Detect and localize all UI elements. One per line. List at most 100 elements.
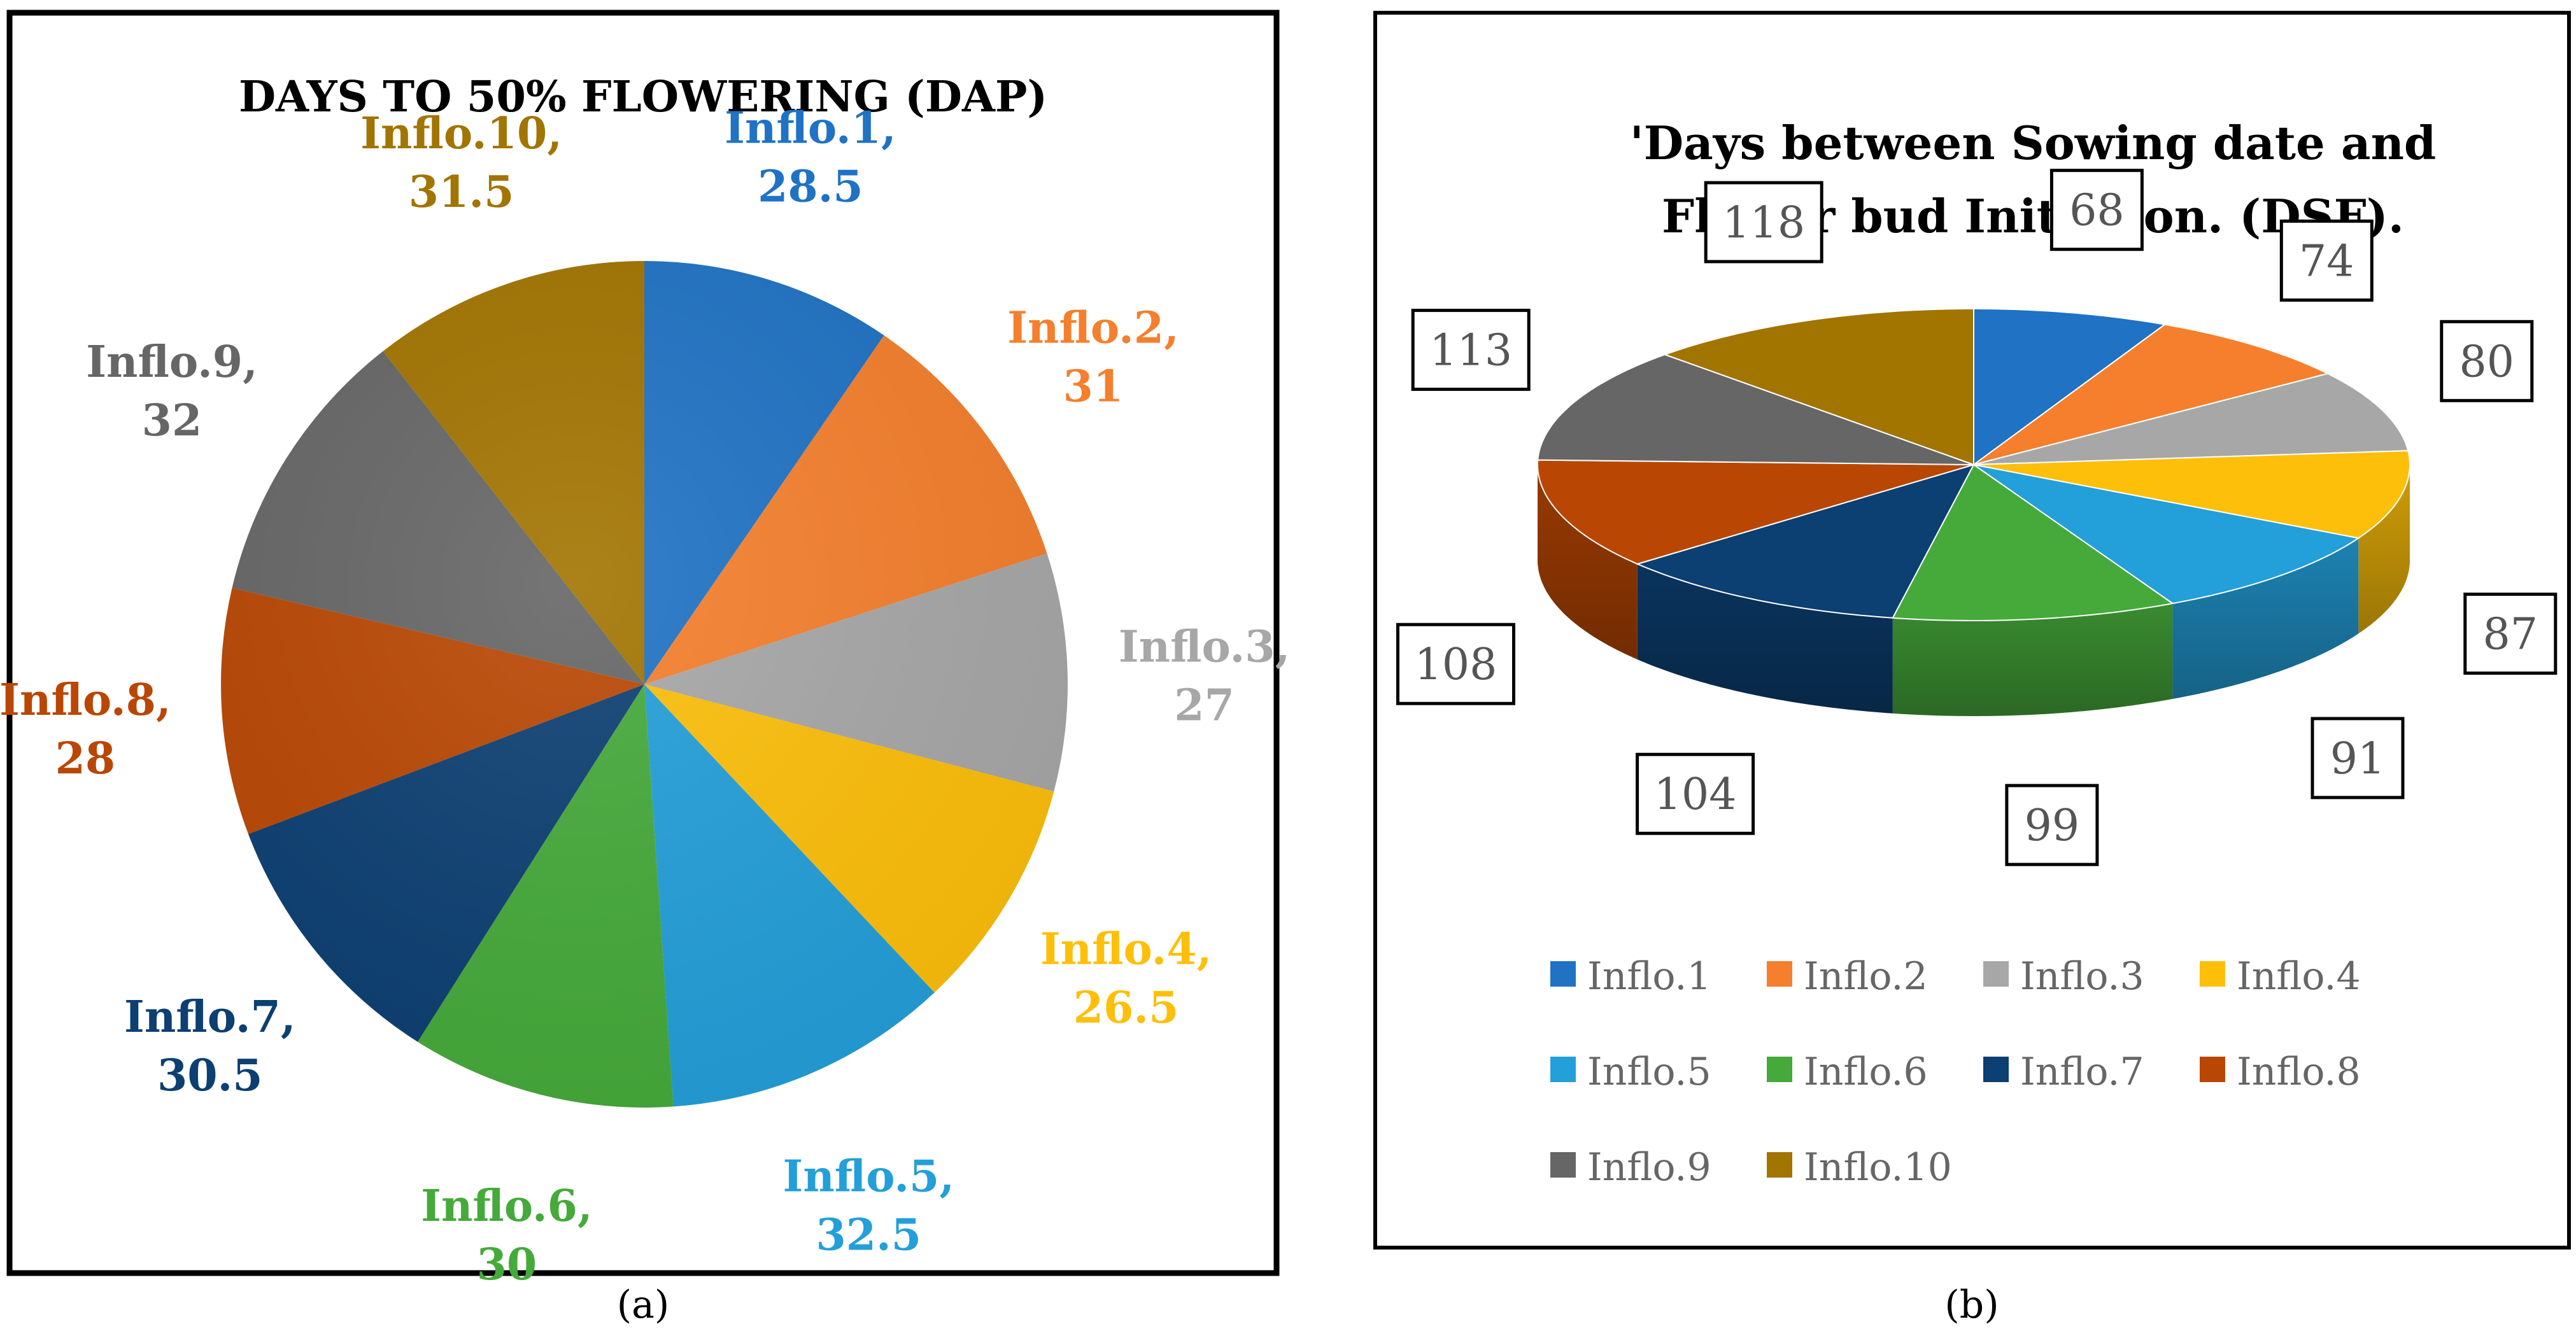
pie-a-value-2: 31: [1063, 361, 1124, 412]
pie-b-3d: [1537, 308, 2410, 716]
pie-a-label-3: Inflo.3,: [1119, 621, 1291, 672]
pie-b-value-4: 87: [2483, 610, 2538, 660]
pie-b-value-1: 68: [2069, 186, 2125, 236]
pie-b-slice-10: [1662, 308, 1974, 466]
pie-b-top: [1537, 308, 2410, 621]
pie-b-slice-6: [1892, 463, 2174, 621]
pie-b-value-box-5: [2311, 717, 2405, 799]
pie-b-value-label-9: 113: [1411, 309, 1531, 391]
pie-b-value-7: 104: [1654, 770, 1737, 820]
panel-b: 'Days between Sowing date and Flower bud…: [1373, 11, 2571, 1327]
pie-b-value-box-7: [1636, 752, 1755, 835]
legend-item-8: Inflo.8: [2200, 1050, 2361, 1094]
pie-b-value-8: 108: [1415, 640, 1497, 690]
legend-label-8: Inflo.8: [2237, 1050, 2361, 1094]
pie-a-value-7: 30.5: [157, 1050, 263, 1101]
pie-b-slice-4: [1973, 449, 2410, 539]
pie-b-slice-9: [1537, 353, 1974, 465]
pie-b-value-label-3: 80: [2440, 320, 2534, 402]
legend-item-1: Inflo.1: [1550, 954, 1711, 999]
legend-label-6: Inflo.6: [1804, 1050, 1928, 1094]
pie-b-value-box-10: [1704, 181, 1823, 264]
pie-b-slice-3: [1973, 372, 2409, 465]
legend-item-2: Inflo.2: [1767, 954, 1928, 999]
pie-a-label-6: Inflo.6,: [421, 1181, 593, 1232]
pie-b-side-shade-6: [1892, 603, 2173, 716]
pie-b-slice-5: [1973, 464, 2360, 605]
pie-a-sheen: [221, 261, 1068, 1108]
pie-b-value-label-5: 91: [2311, 717, 2405, 799]
pie-a-value-8: 28: [55, 733, 116, 784]
pie-b-value-5: 91: [2330, 734, 2386, 784]
pie-b-value-label-1: 68: [2049, 169, 2144, 251]
pie-a-value-5: 32.5: [816, 1209, 921, 1260]
legend-swatch-5: [1550, 1057, 1576, 1082]
legend-swatch-10: [1767, 1152, 1792, 1178]
pie-b-value-box-1: [2049, 169, 2144, 251]
pie-a-labels: Inflo.1, 28.5 Inflo.2, 31 Inflo.3, 27 Inflo.4,…: [0, 103, 1290, 1290]
pie-b-value-box-6: [2005, 784, 2099, 866]
legend-item-5: Inflo.5: [1550, 1050, 1711, 1094]
legend-swatch-9: [1550, 1152, 1576, 1178]
panel-a: DAYS TO 50% FLOWERING (DAP) Inflo.1, 28.5…: [0, 10, 1290, 1327]
legend-swatch-7: [1983, 1057, 2009, 1082]
pie-a-value-10: 31.5: [409, 167, 514, 218]
legend-label-4: Inflo.4: [2237, 954, 2361, 999]
panel-a-title: DAYS TO 50% FLOWERING (DAP): [239, 71, 1047, 122]
pie-b-value-6: 99: [2025, 801, 2080, 851]
pie-a-value-6: 30: [477, 1239, 537, 1290]
pie-b-slice-2: [1973, 323, 2330, 465]
legend-swatch-8: [2200, 1057, 2225, 1082]
legend-label-3: Inflo.3: [2020, 954, 2144, 999]
pie-a-label-10: Inflo.10,: [360, 108, 562, 159]
pie-b-value-3: 80: [2459, 337, 2515, 387]
pie-b-side-shade-7: [1637, 564, 1893, 714]
legend-swatch-4: [2200, 961, 2225, 987]
legend-label-10: Inflo.10: [1804, 1145, 1952, 1190]
pie-a-label-5: Inflo.5,: [783, 1151, 955, 1202]
pie-b-value-10: 118: [1722, 198, 1805, 248]
pie-b-value-box-2: [2279, 219, 2374, 302]
panel-b-caption: (b): [1944, 1283, 1999, 1327]
legend-item-3: Inflo.3: [1983, 954, 2144, 999]
legend-item-4: Inflo.4: [2200, 954, 2361, 999]
pie-a-label-8: Inflo.8,: [0, 675, 171, 726]
pie-b-value-label-10: 118: [1704, 181, 1823, 264]
pie-a-value-1: 28.5: [758, 162, 863, 213]
legend-label-7: Inflo.7: [2020, 1050, 2144, 1094]
legend-swatch-1: [1550, 961, 1576, 987]
legend-label-5: Inflo.5: [1587, 1050, 1711, 1094]
pie-b-value-box-4: [2463, 593, 2558, 675]
pie-a-label-7: Inflo.7,: [124, 992, 296, 1043]
pie-a-value-9: 32: [142, 395, 202, 446]
pie-b-value-2: 74: [2299, 236, 2354, 286]
pie-b-side-shade-8: [1538, 465, 1638, 659]
pie-b-value-9: 113: [1429, 326, 1512, 376]
legend-item-10: Inflo.10: [1767, 1145, 1952, 1190]
pie-a-value-4: 26.5: [1073, 982, 1179, 1033]
pie-a-label-1: Inflo.1,: [725, 103, 896, 154]
pie-b-side-shade-5: [2172, 538, 2359, 699]
pie-a-label-4: Inflo.4,: [1040, 924, 1212, 975]
pie-b-side-walls: [1538, 465, 2410, 716]
legend-swatch-6: [1767, 1057, 1792, 1082]
pie-b-slice-7: [1635, 463, 1975, 619]
pie-b-side-shade-4: [2358, 465, 2410, 634]
pie-a-value-3: 27: [1174, 680, 1235, 731]
pie-b-value-label-7: 104: [1636, 752, 1755, 835]
legend-swatch-2: [1767, 961, 1792, 987]
pie-b-labels: 68 74 80 87 91 99 104 108 113 118: [1396, 169, 2558, 866]
legend-label-9: Inflo.9: [1587, 1145, 1711, 1190]
legend-item-9: Inflo.9: [1550, 1145, 1711, 1190]
pie-b-value-box-9: [1411, 309, 1531, 391]
pie-b-value-label-6: 99: [2005, 784, 2099, 866]
legend-item-6: Inflo.6: [1767, 1050, 1928, 1094]
pie-b-slice-1: [1973, 308, 2167, 466]
pie-a: [221, 261, 1068, 1108]
pie-b-value-box-3: [2440, 320, 2534, 402]
pie-a-label-2: Inflo.2,: [1007, 302, 1179, 353]
panel-b-title-line-1: 'Days between Sowing date and: [1630, 116, 2437, 170]
pie-b-slice-8: [1537, 459, 1974, 565]
pie-b-value-label-4: 87: [2463, 593, 2558, 675]
